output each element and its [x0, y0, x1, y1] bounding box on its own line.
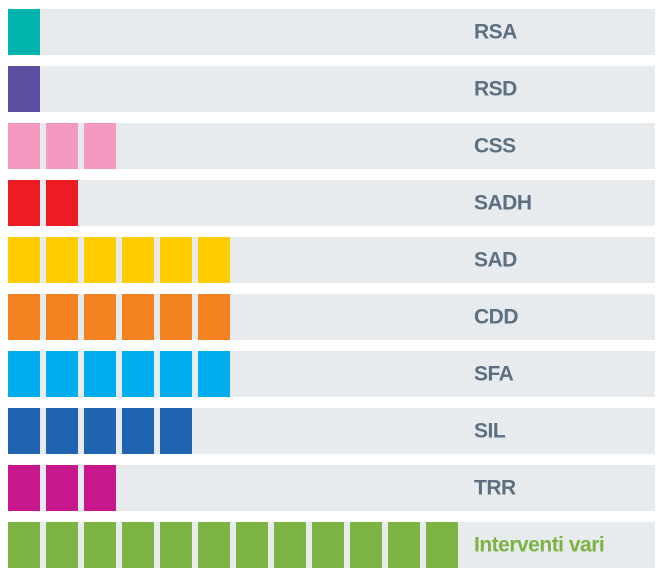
unit-square [46, 123, 78, 169]
unit-square [8, 465, 40, 511]
row-label: CSS [474, 135, 516, 158]
unit-square [122, 237, 154, 283]
row-label: SFA [474, 363, 514, 386]
unit-square [8, 237, 40, 283]
unit-square [84, 408, 116, 454]
row-label: SADH [474, 192, 532, 215]
unit-square [160, 522, 192, 568]
unit-square [46, 465, 78, 511]
unit-square [84, 522, 116, 568]
unit-square [8, 66, 40, 112]
unit-square [8, 123, 40, 169]
row-label: RSA [474, 21, 517, 44]
unit-square [84, 465, 116, 511]
unit-square [84, 237, 116, 283]
unit-square [46, 237, 78, 283]
unit-square [236, 522, 268, 568]
unit-square [426, 522, 458, 568]
unit-square [198, 522, 230, 568]
row-label: SAD [474, 249, 517, 272]
unit-square [8, 408, 40, 454]
unit-square [8, 351, 40, 397]
unit-square [8, 522, 40, 568]
unit-square [46, 408, 78, 454]
row-label: SIL [474, 420, 506, 443]
unit-square [160, 294, 192, 340]
unit-square [122, 408, 154, 454]
unit-square [84, 123, 116, 169]
unit-square [46, 522, 78, 568]
unit-square [388, 522, 420, 568]
unit-square [8, 294, 40, 340]
unit-square [160, 351, 192, 397]
unit-square [84, 351, 116, 397]
unit-square [160, 237, 192, 283]
unit-square [84, 294, 116, 340]
row-label: CDD [474, 306, 518, 329]
unit-square [8, 9, 40, 55]
unit-square [160, 408, 192, 454]
unit-square [46, 351, 78, 397]
unit-square [198, 351, 230, 397]
unit-square [350, 522, 382, 568]
unit-square [122, 294, 154, 340]
unit-square [8, 180, 40, 226]
unit-square [46, 180, 78, 226]
row-background [8, 9, 655, 55]
unit-square [46, 294, 78, 340]
row-label: Interventi vari [474, 534, 604, 557]
row-background [8, 180, 655, 226]
row-label: TRR [474, 477, 516, 500]
unit-square [122, 351, 154, 397]
row-background [8, 66, 655, 112]
unit-square [198, 294, 230, 340]
row-label: RSD [474, 78, 517, 101]
unit-square [274, 522, 306, 568]
unit-square [198, 237, 230, 283]
unit-square [122, 522, 154, 568]
unit-square [312, 522, 344, 568]
